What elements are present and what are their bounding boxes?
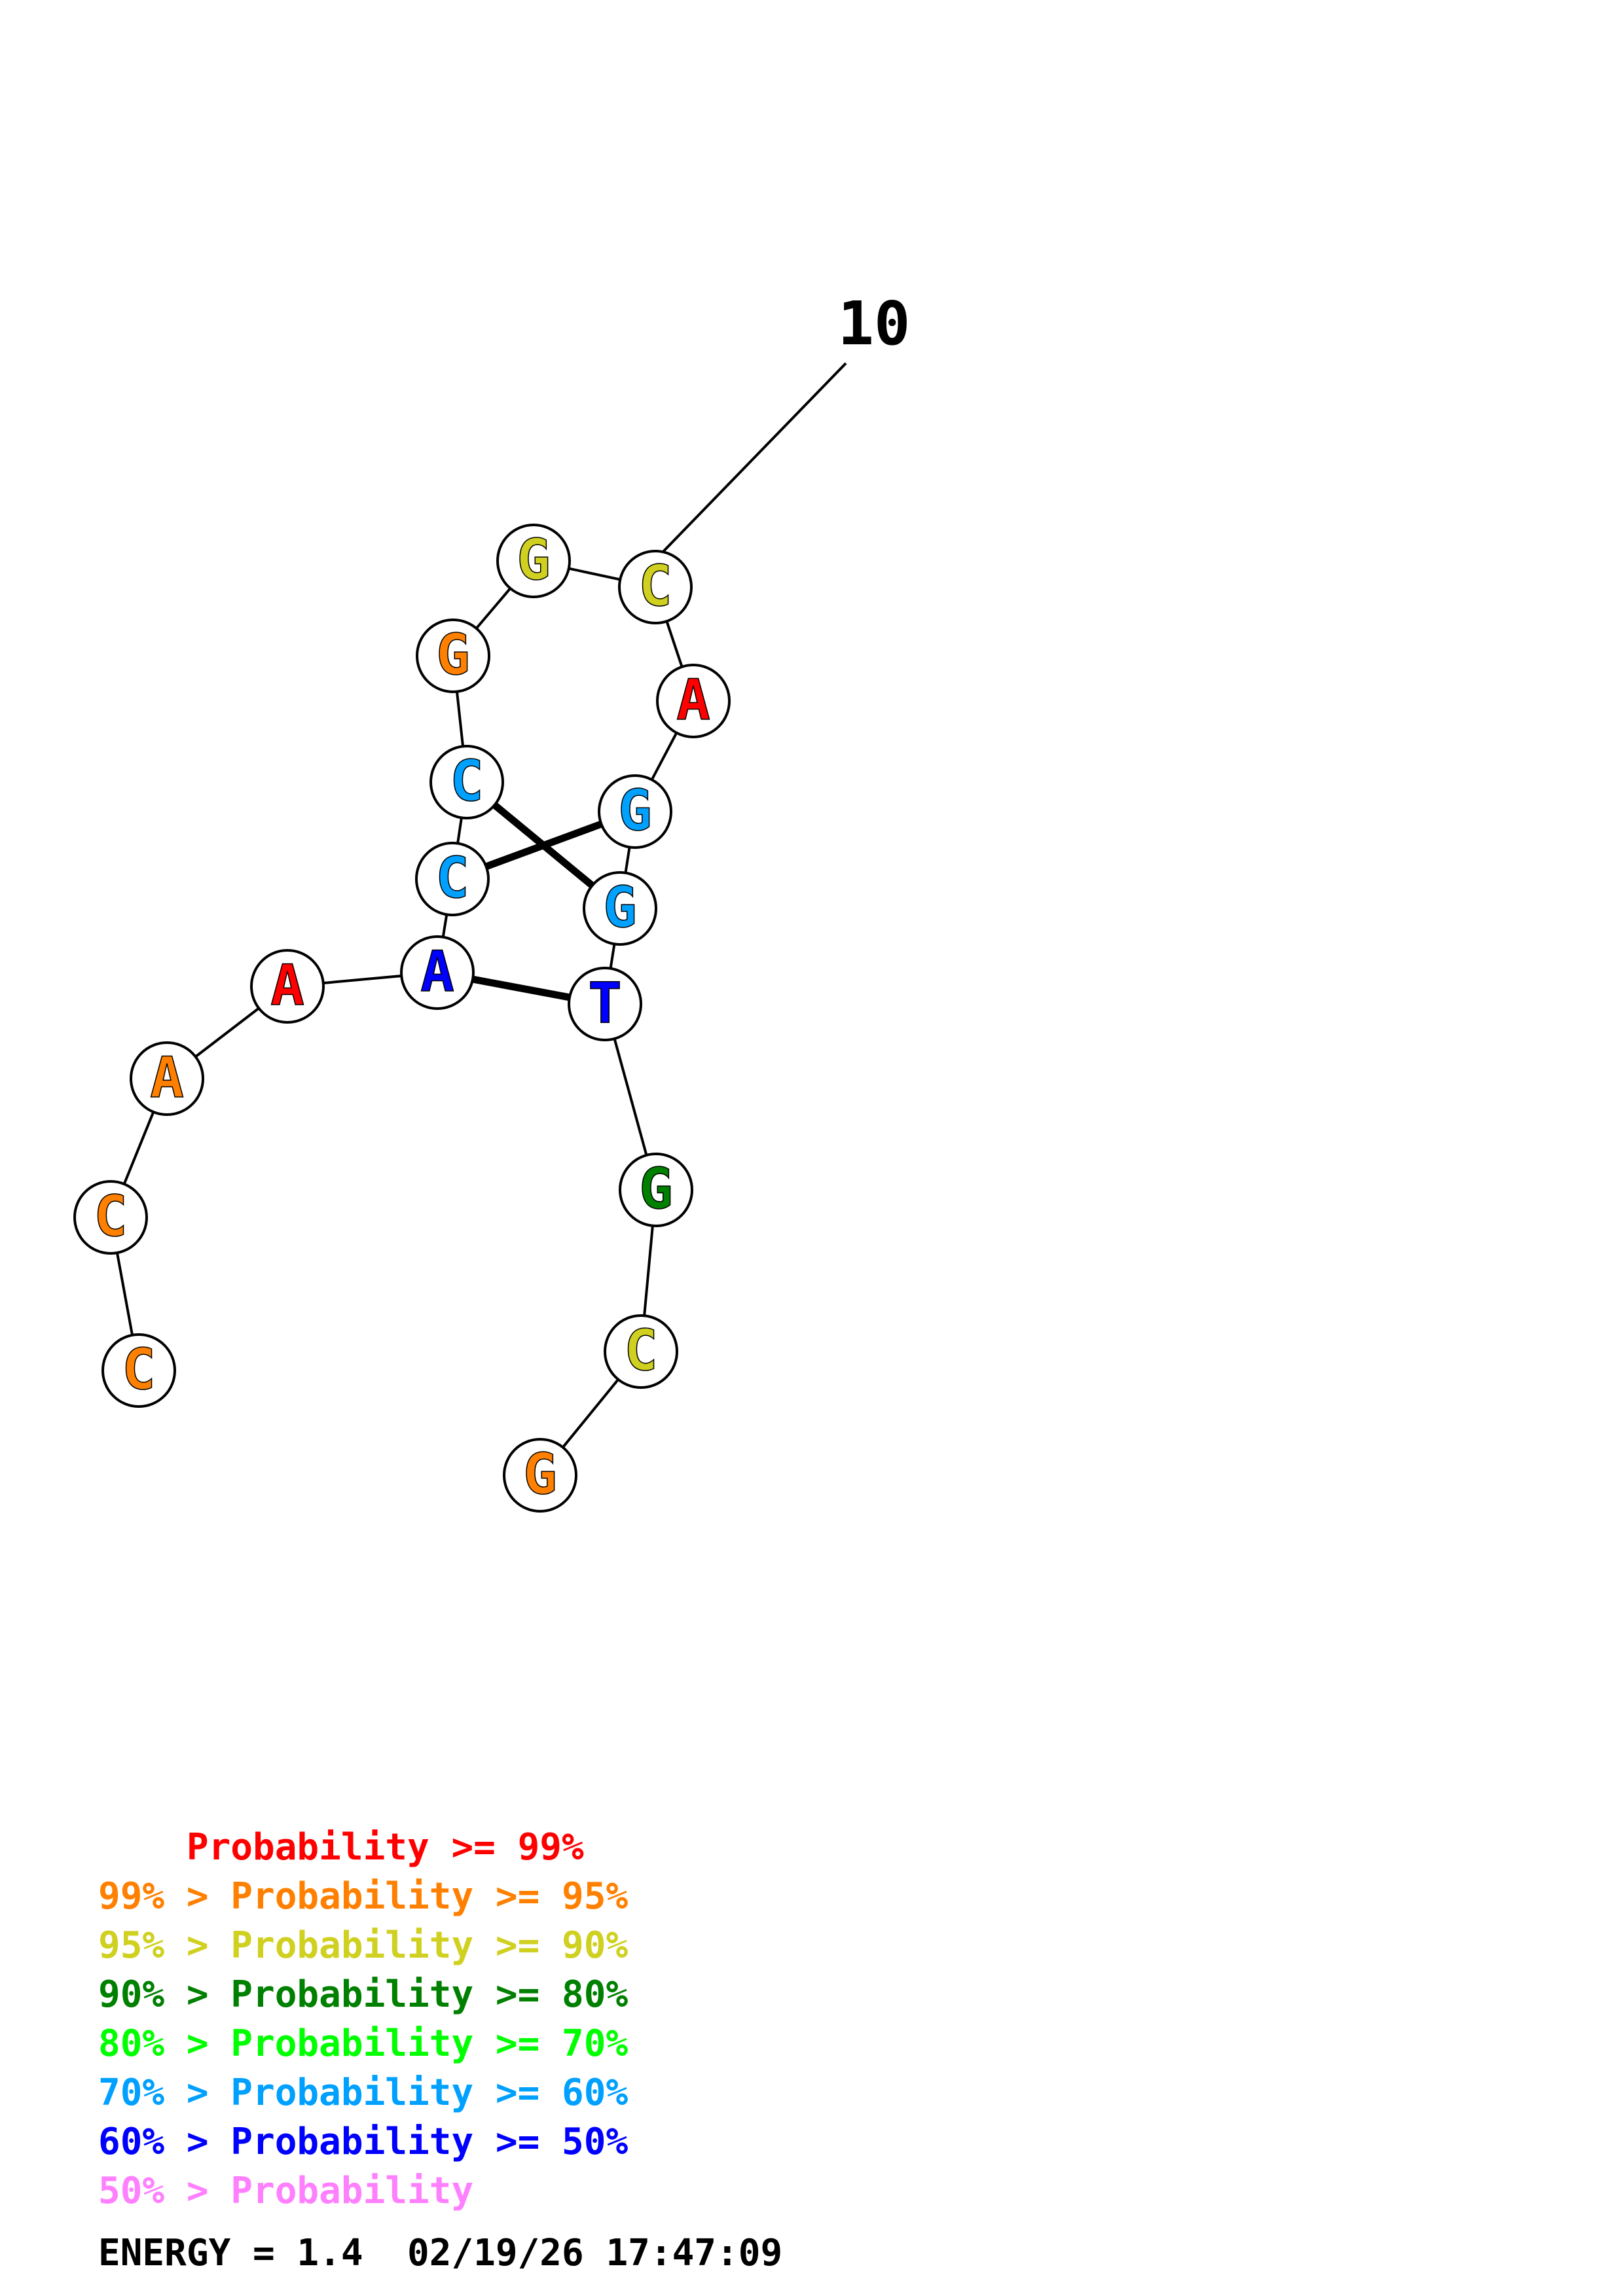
nucleotide-circle [415,842,490,916]
nucleotide-11: A [656,664,731,738]
nucleotide-5: A [400,935,475,1010]
nucleotide-letter: C [435,846,469,911]
energy-footer: ENERGY = 1.4 02/19/26 17:47:09 [98,2232,783,2274]
nucleotide-letter: G [618,778,652,844]
nucleotide-8: G [416,619,490,693]
legend-row: 80% > Probability >= 70% [98,2022,629,2065]
nucleotide-letter: A [676,668,710,733]
nucleotide-6: C [415,842,490,916]
legend-row: 99% > Probability >= 95% [98,1875,629,1918]
legend-row: 95% > Probability >= 90% [98,1924,629,1967]
nucleotide-9: G [496,524,571,598]
legend-row: 70% > Probability >= 60% [98,2072,629,2114]
nucleotide-16: C [604,1314,678,1389]
nucleotide-circle [73,1180,148,1255]
nucleotide-15: G [619,1153,693,1227]
nucleotide-13: G [583,871,657,946]
probability-legend: Probability >= 99% 99% > Probability >= 9… [98,1823,628,2215]
nucleotide-2: C [73,1180,148,1255]
nucleotide-letter: A [270,953,304,1018]
position-label-10: 10 [838,289,911,359]
nucleotide-12: G [598,774,672,849]
nucleotide-circle [503,1438,577,1513]
nucleotide-14: T [568,967,642,1041]
nucleotide-letter: G [517,528,551,593]
nucleotide-letter: A [420,939,454,1005]
nucleotide-letter: G [603,875,637,941]
position-10-leader-line [655,362,847,560]
nucleotide-17: G [503,1438,577,1513]
nucleotide-circle [250,949,325,1024]
nucleotide-letter: G [639,1157,673,1222]
nucleotide-letter: C [450,749,484,814]
nucleotide-circle [583,871,657,946]
nucleotide-circle [568,967,642,1041]
nucleotide-letter: T [588,971,622,1036]
nucleotide-circle [416,619,490,693]
legend-row: Probability >= 99% [98,1826,584,1869]
nucleotide-circle [130,1041,204,1116]
legend-row: 90% > Probability >= 80% [98,1973,629,2016]
legend-row: 60% > Probability >= 50% [98,2121,629,2163]
nucleotide-4: A [250,949,325,1024]
nucleotide-circle [656,664,731,738]
nucleotide-letter: C [638,554,672,619]
nucleotide-circle [619,1153,693,1227]
nucleotide-letter: A [150,1045,184,1111]
nucleotide-letter: G [523,1442,557,1507]
nucleotide-10: C [618,550,693,624]
nucleotide-letter: C [624,1318,658,1384]
nucleotide-circle [400,935,475,1010]
nucleotide-letter: C [122,1337,156,1403]
nucleotide-3: A [130,1041,204,1116]
legend-row: 50% > Probability [98,2170,474,2212]
nucleotide-letter: G [436,622,470,688]
nucleotide-circle [598,774,672,849]
nucleotide-circle [618,550,693,624]
nucleotide-1: C [101,1333,176,1408]
nucleotide-circle [429,745,504,819]
nucleotide-circle [496,524,571,598]
nucleotide-7: C [429,745,504,819]
nucleotide-circle [604,1314,678,1389]
nucleotide-circle [101,1333,176,1408]
nucleotide-letter: C [94,1184,128,1249]
